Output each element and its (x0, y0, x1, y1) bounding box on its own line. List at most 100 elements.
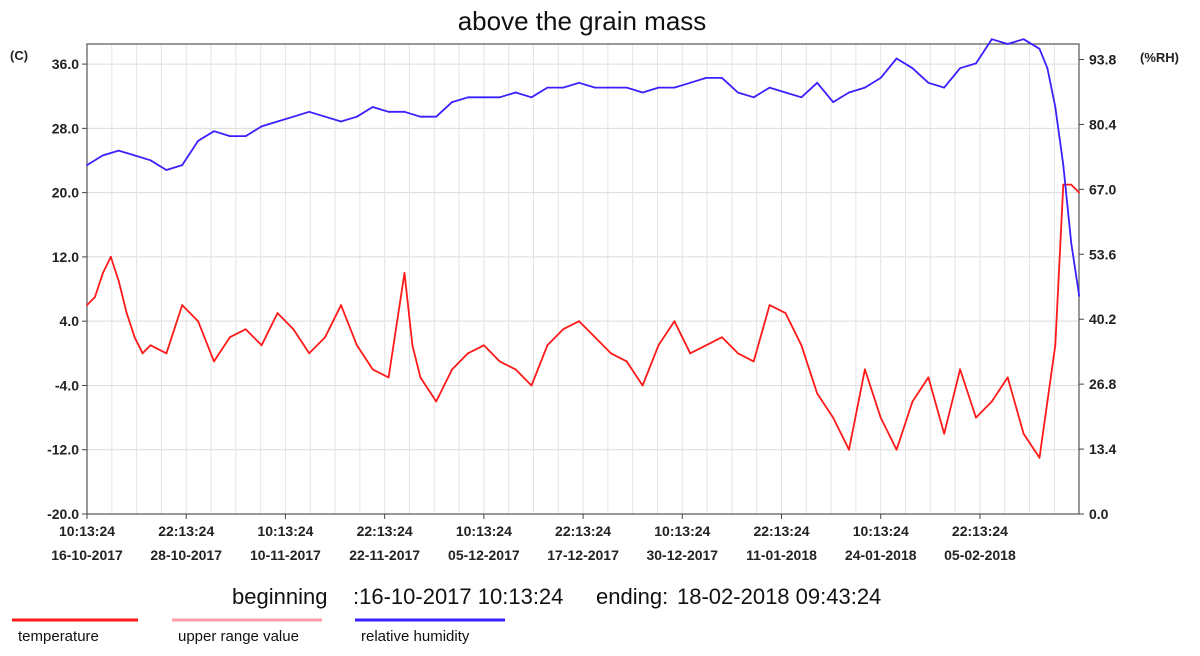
data-point (387, 110, 390, 113)
data-point (927, 81, 930, 84)
x-tick-time: 10:13:24 (59, 523, 115, 539)
left-axis-ticks: -20.0 -12.0 -4.0 4.0 12.0 20.0 28.0 36.0 (47, 56, 87, 522)
legend-label: upper range value (178, 628, 299, 645)
data-point (340, 120, 342, 123)
x-tick-date: 30-12-2017 (646, 547, 718, 563)
data-point (149, 159, 152, 162)
data-point (848, 91, 850, 94)
x-tick-time: 10:13:24 (257, 523, 313, 539)
x-tick-time: 22:13:24 (357, 523, 413, 539)
right-tick-label: 80.4 (1089, 116, 1116, 132)
data-point (228, 336, 231, 339)
right-tick-label: 67.0 (1089, 181, 1116, 197)
data-point (816, 392, 819, 395)
data-point (467, 352, 469, 355)
data-point (197, 140, 200, 142)
ending-label: ending: (596, 584, 668, 609)
data-point (482, 344, 485, 347)
x-axis-ticks: 10:13:24 16-10-2017 22:13:24 28-10-2017 10:1… (51, 514, 1016, 563)
data-point (530, 384, 533, 387)
data-point (800, 344, 803, 347)
data-point (673, 320, 676, 323)
x-tick-date: 05-12-2017 (448, 547, 520, 563)
data-point (228, 135, 231, 137)
data-point (133, 154, 136, 157)
legend: temperature upper range value relative hum… (12, 618, 505, 645)
data-point (165, 352, 168, 355)
data-point (1038, 456, 1041, 459)
data-point (419, 115, 422, 118)
data-point (149, 344, 152, 347)
data-point (101, 154, 104, 157)
data-point (625, 360, 628, 363)
data-point (768, 86, 771, 89)
x-tick-time: 22:13:24 (555, 523, 611, 539)
data-point (292, 115, 295, 118)
grid-lines (86, 44, 1079, 515)
data-point (530, 96, 533, 99)
data-point (848, 448, 850, 451)
data-point (721, 336, 723, 339)
data-point (911, 400, 914, 403)
data-point (355, 115, 358, 118)
data-point (1078, 191, 1081, 194)
data-point (451, 368, 454, 371)
data-point (752, 360, 755, 363)
x-tick-date: 24-01-2018 (845, 547, 917, 563)
data-point (1022, 38, 1025, 41)
x-tick-date: 10-11-2017 (250, 547, 321, 563)
left-tick-label: 36.0 (52, 56, 79, 72)
data-point (705, 77, 708, 79)
data-point (94, 296, 96, 298)
data-point (927, 376, 930, 379)
data-point (784, 312, 787, 315)
data-point (244, 135, 247, 137)
right-tick-label: 53.6 (1089, 246, 1116, 262)
data-point (879, 416, 882, 419)
data-point (641, 91, 644, 94)
right-axis-unit: (%RH) (1140, 50, 1179, 65)
data-point (213, 360, 215, 363)
data-point (959, 368, 961, 371)
data-point (546, 86, 549, 89)
x-tick-time: 10:13:24 (456, 523, 512, 539)
data-point (86, 164, 88, 167)
data-point (435, 400, 438, 403)
x-tick-date: 16-10-2017 (51, 547, 123, 563)
left-tick-label: 12.0 (52, 249, 79, 265)
data-point (609, 352, 612, 355)
data-point (895, 57, 898, 60)
data-point (689, 352, 692, 355)
data-point (411, 344, 414, 347)
data-point (546, 344, 549, 347)
data-point (673, 86, 676, 89)
left-tick-label: -4.0 (55, 377, 79, 393)
data-point (451, 101, 454, 104)
left-tick-label: 4.0 (60, 313, 80, 329)
data-point (308, 110, 311, 113)
data-point (609, 86, 612, 89)
data-point (260, 125, 263, 128)
x-tick-date: 05-02-2018 (944, 547, 1016, 563)
data-point (387, 376, 390, 379)
data-point (625, 86, 628, 89)
data-point (435, 115, 438, 118)
data-point (975, 62, 977, 65)
data-point (1006, 43, 1009, 45)
data-point (1078, 295, 1081, 297)
data-point (403, 110, 406, 113)
data-point (879, 77, 882, 79)
data-point (197, 320, 200, 323)
data-point (1070, 241, 1073, 244)
left-tick-label: -12.0 (47, 442, 79, 458)
data-point (355, 344, 358, 347)
data-point (514, 368, 517, 371)
ending-value: 18-02-2018 09:43:24 (677, 584, 881, 609)
x-tick-time: 22:13:24 (158, 523, 214, 539)
legend-label: temperature (18, 628, 99, 645)
data-point (689, 81, 692, 84)
data-point (990, 400, 993, 403)
data-point (117, 149, 120, 152)
data-point (292, 328, 295, 331)
